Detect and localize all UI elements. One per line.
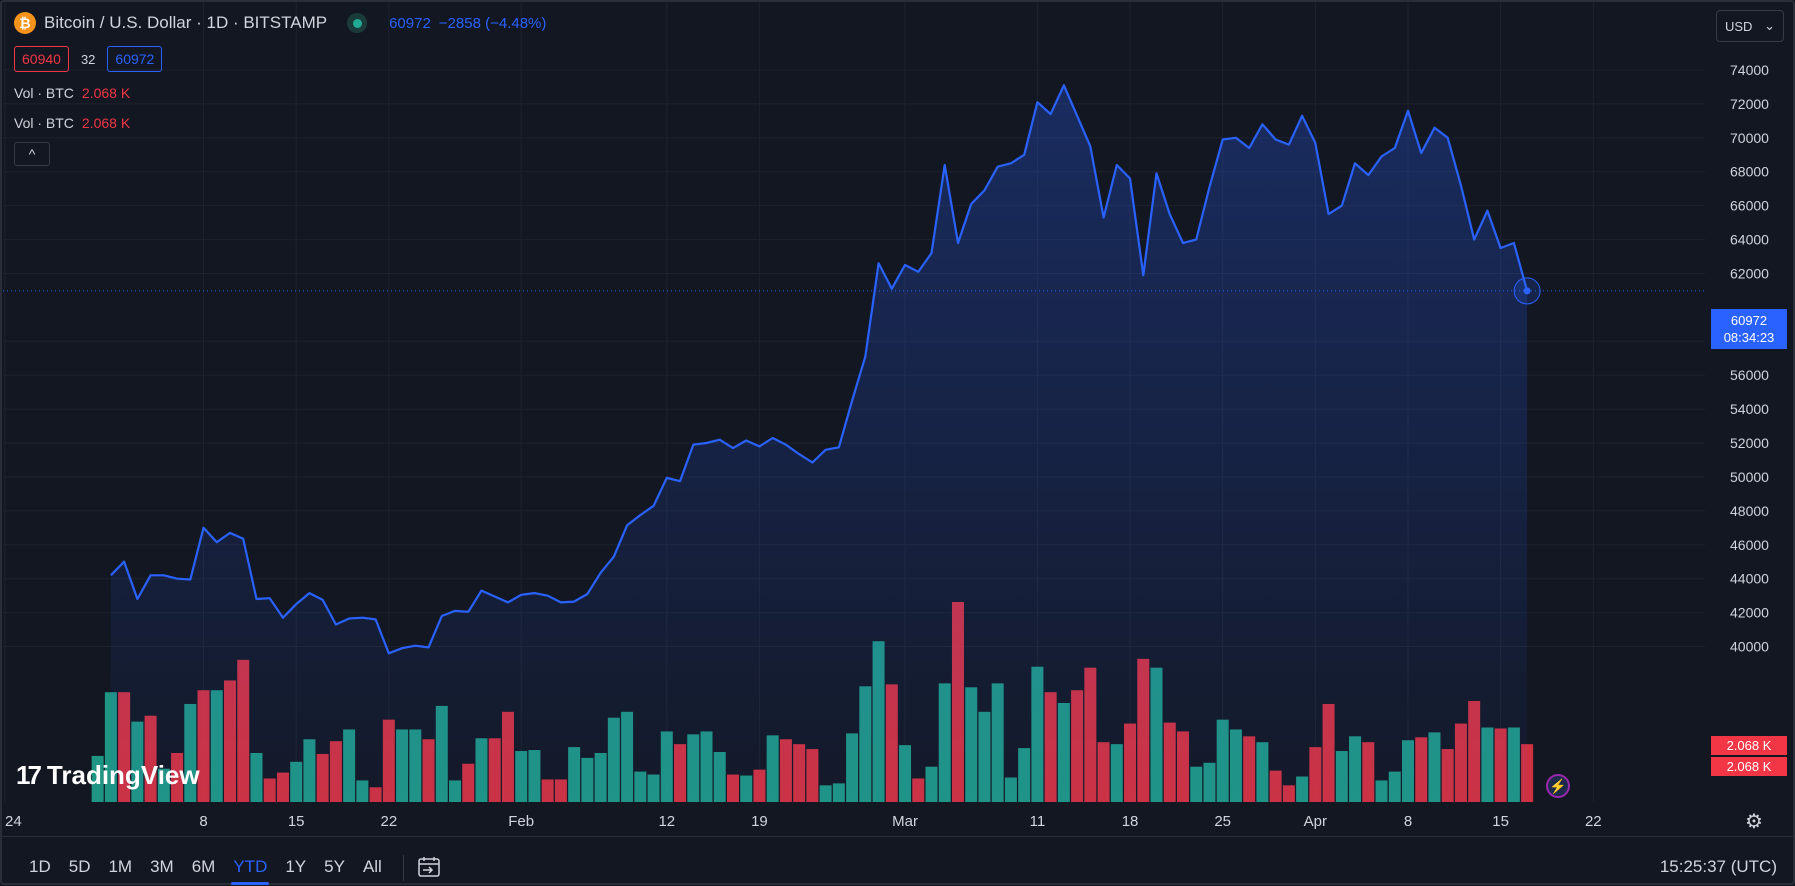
buy-price-button[interactable]: 60972 — [107, 46, 163, 72]
volume-label: Vol · BTC — [14, 85, 74, 101]
volume-tag: 2.068 K — [1711, 736, 1787, 755]
x-tick-label: 25 — [1214, 813, 1231, 830]
last-price-tag-value: 60972 — [1730, 313, 1768, 328]
range-6m-button[interactable]: 6M — [191, 857, 216, 876]
symbol-legend: ₿ Bitcoin / U.S. Dollar · 1D · BITSTAMP … — [14, 12, 546, 34]
bitcoin-icon: ₿ — [14, 12, 36, 34]
chevron-down-icon: ⌄ — [1764, 18, 1775, 33]
x-tick-label: 12 — [658, 813, 675, 830]
x-tick-label: 11 — [1030, 813, 1046, 830]
utc-clock[interactable]: 15:25:37 (UTC) — [1659, 857, 1777, 876]
last-price-dot — [1523, 287, 1531, 295]
y-tick-label: 68000 — [1730, 164, 1769, 180]
x-tick-label: 24 — [5, 813, 22, 830]
y-tick-label: 62000 — [1730, 265, 1769, 281]
tradingview-logo[interactable]: 17 TradingView — [16, 760, 200, 791]
x-tick-label: Apr — [1304, 813, 1327, 830]
x-tick-label: 22 — [380, 813, 397, 830]
y-tick-label: 74000 — [1730, 62, 1769, 78]
volume-tag: 2.068 K — [1711, 757, 1787, 776]
x-tick-label: 19 — [751, 813, 768, 830]
y-tick-label: 42000 — [1730, 605, 1769, 621]
x-tick-label: 8 — [1404, 813, 1412, 830]
volume-value: 2.068 K — [81, 85, 131, 101]
calendar-icon[interactable] — [416, 855, 442, 879]
y-tick-label: 72000 — [1730, 96, 1769, 112]
y-tick-label: 66000 — [1730, 198, 1769, 214]
y-tick-label: 54000 — [1730, 401, 1769, 417]
volume-bar — [91, 755, 104, 802]
volume-legend-2[interactable]: Vol · BTC 2.068 K — [14, 115, 130, 131]
last-price: 60972 — [389, 14, 431, 32]
y-tick-label: 64000 — [1730, 232, 1769, 248]
x-tick-label: Feb — [508, 813, 534, 830]
range-5y-button[interactable]: 5Y — [324, 857, 345, 876]
x-tick-label: 8 — [199, 813, 207, 830]
bid-ask-row: 60940 32 60972 — [14, 46, 163, 72]
price-change: −2858 (−4.48%) — [438, 14, 547, 32]
volume-legend-1[interactable]: Vol · BTC 2.068 K — [14, 85, 130, 101]
flash-icon[interactable]: ⚡ — [1546, 774, 1570, 798]
y-tick-label: 52000 — [1730, 435, 1769, 451]
y-tick-label: 70000 — [1730, 130, 1769, 146]
x-axis: 24 8 15 22 Feb 12 19 Mar 11 18 25 Apr 8 15 22 — [5, 813, 1602, 830]
range-3m-button[interactable]: 3M — [150, 857, 174, 876]
last-price-tag: 60972 08:34:23 — [1711, 309, 1787, 349]
x-tick-label: Mar — [892, 813, 918, 830]
y-tick-label: 56000 — [1730, 367, 1769, 383]
x-tick-label: 15 — [288, 813, 305, 830]
x-tick-label: 18 — [1122, 813, 1139, 830]
x-tick-label: 22 — [1585, 813, 1602, 830]
y-tick-label: 44000 — [1730, 571, 1769, 587]
tradingview-logo-text: TradingView — [46, 760, 200, 790]
volume-value: 2.068 K — [81, 115, 131, 131]
range-5d-button[interactable]: 5D — [68, 857, 91, 876]
bottom-toolbar: 1D 5D 1M 3M 6M YTD 1Y 5Y All 15:25:37 (U… — [0, 836, 1795, 886]
range-1d-button[interactable]: 1D — [29, 857, 51, 876]
price-area — [110, 85, 1528, 803]
range-all-button[interactable]: All — [362, 857, 382, 876]
currency-selector[interactable]: USD ⌄ — [1716, 10, 1784, 42]
collapse-legend-button[interactable]: ^ — [14, 142, 50, 166]
symbol-title[interactable]: Bitcoin / U.S. Dollar · 1D · BITSTAMP — [44, 13, 328, 32]
x-tick-label: 15 — [1492, 813, 1509, 830]
y-axis: 40000 42000 44000 46000 48000 50000 52000 54000… — [1730, 62, 1769, 655]
range-selector: 1D 5D 1M 3M 6M YTD 1Y 5Y All — [20, 855, 442, 885]
spread-value: 32 — [80, 51, 96, 67]
y-tick-label: 50000 — [1730, 469, 1769, 485]
tradingview-logo-icon: 17 — [16, 760, 42, 790]
status-dot-icon — [347, 13, 368, 33]
price-line-path — [110, 84, 1529, 655]
range-1m-button[interactable]: 1M — [108, 857, 133, 876]
y-tick-label: 40000 — [1730, 639, 1769, 655]
y-tick-label: 48000 — [1730, 503, 1769, 519]
price-line — [3, 84, 1705, 655]
price-area-fill — [110, 85, 1528, 803]
bar-countdown: 08:34:23 — [1723, 330, 1775, 345]
y-tick-label: 46000 — [1730, 537, 1769, 553]
sell-price-button[interactable]: 60940 — [14, 46, 69, 72]
gear-icon[interactable]: ⚙ — [1745, 810, 1763, 833]
range-1y-button[interactable]: 1Y — [285, 857, 307, 876]
range-ytd-button[interactable]: YTD — [224, 855, 276, 885]
currency-value: USD — [1725, 18, 1753, 34]
volume-label: Vol · BTC — [14, 115, 74, 131]
chevron-up-icon: ^ — [28, 146, 36, 162]
toolbar-divider — [402, 855, 404, 881]
